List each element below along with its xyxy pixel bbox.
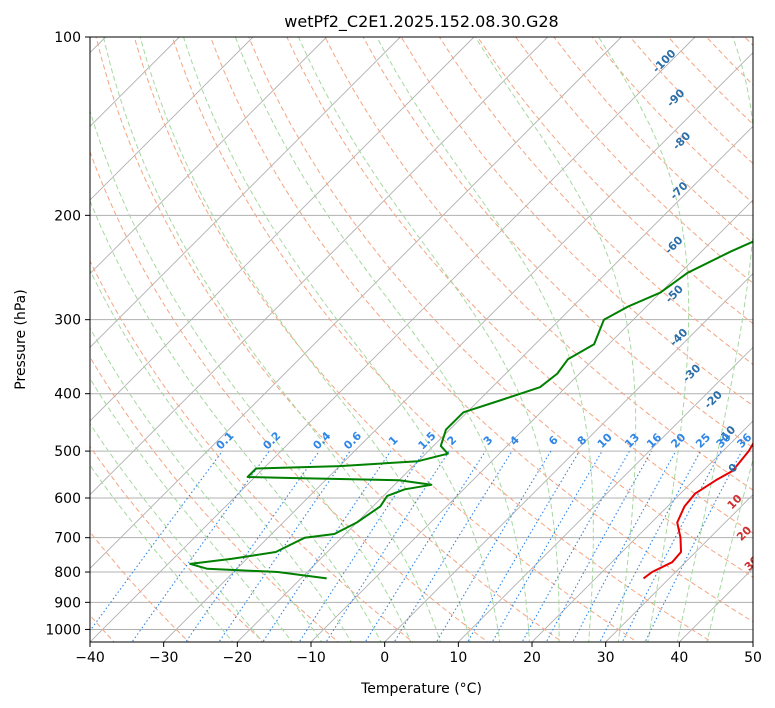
x-tick-label: 0 [380, 650, 389, 666]
y-tick-label: 100 [54, 30, 81, 46]
dry-adiabat-line [171, 37, 713, 642]
isotherm-line [605, 494, 753, 642]
dry-adiabat-line [210, 37, 753, 623]
dry-adiabat-line [133, 37, 638, 642]
isotherm-line [163, 52, 753, 642]
isotherm-line [90, 37, 696, 642]
y-axis-ticks: 100 200 300 400 500 600 700 800 900 1000 [45, 30, 90, 638]
y-axis-label: Pressure (hPa) [13, 289, 29, 389]
y-tick-label: 800 [54, 565, 81, 581]
dewpoint-profile-line [189, 240, 753, 580]
mixing-ratio-line [599, 450, 701, 642]
dry-adiabat-line [90, 259, 414, 642]
temperature-profile-line [642, 441, 753, 580]
isotherm-lines [90, 37, 753, 642]
mixing-ratio-line [90, 450, 223, 632]
mixing-ratio-line [325, 450, 450, 642]
dry-adiabat-line [477, 37, 753, 325]
isotherm-line [384, 273, 753, 642]
moist-adiabat-line [598, 37, 690, 642]
mixing-ratio-line [185, 450, 320, 642]
x-tick-label: 50 [744, 650, 762, 666]
profile-series [189, 240, 753, 580]
mixing-ratio-line [393, 450, 513, 642]
y-tick-label: 700 [54, 531, 81, 547]
y-tick-label: 200 [54, 208, 81, 224]
isotherm-line [90, 37, 401, 348]
isotherm-line [237, 125, 753, 642]
mixing-ratio-line [621, 450, 722, 642]
mixing-ratio-line [262, 450, 392, 642]
isotherm-line [90, 37, 475, 422]
moist-adiabat-lines [90, 37, 753, 642]
isotherm-line [90, 37, 254, 201]
moist-adiabat-line [706, 457, 753, 642]
moist-adiabat-label: 30 [742, 553, 762, 573]
isotherm-line [310, 199, 753, 642]
isotherm-line [90, 37, 548, 496]
y-tick-label: 1000 [45, 622, 81, 638]
x-tick-label: −30 [149, 650, 179, 666]
pressure-gridlines [90, 37, 753, 630]
moist-adiabat-line [234, 37, 530, 642]
moist-adiabat-line [90, 377, 293, 642]
y-tick-label: 300 [54, 313, 81, 329]
x-tick-label: 40 [670, 650, 688, 666]
x-tick-label: −20 [223, 650, 253, 666]
plot-area: -100-90-80-70-60-50-40-30-20-10010203040… [90, 37, 771, 642]
chart-title: wetPf2_C2E1.2025.152.08.30.G28 [284, 12, 558, 32]
x-tick-label: −40 [75, 650, 105, 666]
dry-adiabat-line [90, 445, 265, 642]
y-tick-label: 600 [54, 491, 81, 507]
dry-adiabat-line [324, 37, 753, 491]
dry-adiabat-line [95, 37, 564, 642]
moist-adiabat-line [676, 37, 753, 642]
dry-adiabat-line [90, 531, 190, 642]
moist-adiabat-line [90, 327, 323, 642]
x-tick-label: −10 [296, 650, 326, 666]
x-axis-label: Temperature (°C) [360, 681, 482, 697]
moist-adiabat-line [183, 37, 501, 642]
isotherm-line [90, 37, 622, 569]
dry-adiabat-lines [90, 37, 753, 642]
mixing-ratio-line [298, 450, 425, 642]
dry-adiabat-line [90, 150, 489, 642]
moist-adiabat-line [90, 269, 352, 642]
moist-adiabat-line [103, 37, 441, 642]
dry-adiabat-line [362, 37, 753, 449]
y-tick-label: 900 [54, 595, 81, 611]
dry-adiabat-line [438, 37, 753, 366]
y-tick-label: 500 [54, 444, 81, 460]
plot-frame [89, 36, 754, 643]
y-tick-label: 400 [54, 387, 81, 403]
x-tick-label: 10 [449, 650, 467, 666]
mixing-ratio-line [572, 450, 677, 642]
mixing-ratio-lines [90, 450, 743, 642]
x-tick-label: 20 [523, 650, 541, 666]
mixing-ratio-line [218, 450, 351, 642]
moist-adiabat-line [376, 37, 594, 642]
isotherm-line [90, 37, 327, 275]
dry-adiabat-line [90, 356, 339, 642]
moist-adiabat-line [474, 37, 637, 642]
x-tick-label: 30 [597, 650, 615, 666]
moist-adiabat-label: 40 [751, 584, 771, 604]
isotherm-line [531, 420, 753, 642]
moist-adiabat-label: 20 [734, 523, 754, 543]
mixing-ratio-label: 36 [734, 430, 754, 450]
mixing-ratio-line [466, 450, 580, 642]
moist-adiabat-line [90, 199, 382, 642]
isotherm-line [458, 346, 753, 642]
x-axis-ticks: −40 −30 −20 −10 0 10 20 30 40 50 [75, 642, 762, 666]
moist-adiabat-line [298, 37, 560, 642]
mixing-ratio-line [364, 450, 486, 642]
mixing-ratio-line [131, 450, 270, 642]
